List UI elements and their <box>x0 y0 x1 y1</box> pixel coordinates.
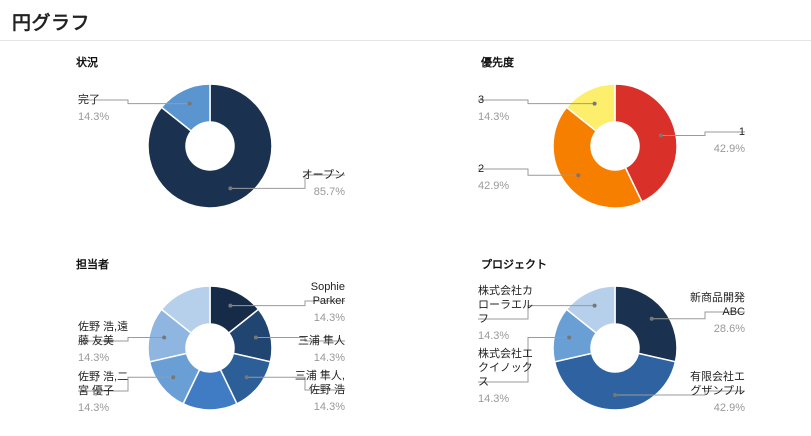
leader-line <box>246 376 345 391</box>
slice-percent: 14.3% <box>78 352 109 364</box>
slice-label-line: 宮 優子 <box>78 383 114 397</box>
chart-title-assignee: 担当者 <box>76 259 109 271</box>
slice-percent: 14.3% <box>478 111 509 123</box>
leader-dot <box>228 303 233 308</box>
donut-chart: 1142.9%2242.9%3314.3% <box>478 83 745 209</box>
chart-title-project: プロジェクト <box>481 259 547 271</box>
slice-label-line: 株式会社エ <box>478 346 533 360</box>
leader-line <box>255 337 345 342</box>
slice-percent: 14.3% <box>478 330 509 342</box>
slice-percent: 14.3% <box>78 402 109 414</box>
leader-dot <box>592 101 597 106</box>
chart-title-status: 状況 <box>76 57 98 69</box>
slice-percent: 85.7% <box>314 186 345 198</box>
slice-label-line: フ <box>478 313 489 325</box>
chart-panel-status: 状況 オープンオープン85.7%完了完了14.3% <box>0 44 405 234</box>
chart-panel-priority: 優先度 1142.9%2242.9%3314.3% <box>405 44 810 234</box>
leader-dot <box>253 335 258 340</box>
slice-percent: 14.3% <box>78 111 109 123</box>
slice-percent: 28.6% <box>714 323 745 335</box>
slice-label-line: 有限会社エ <box>690 369 745 383</box>
slice-percent: 14.3% <box>478 393 509 405</box>
slice-label-line: Parker <box>313 295 346 307</box>
leader-line <box>478 99 595 105</box>
chart-title-priority: 優先度 <box>481 57 514 69</box>
slice-0-1[interactable] <box>160 83 211 133</box>
slice-percent: 42.9% <box>714 143 745 155</box>
leader-line <box>78 376 174 392</box>
page-title: 円グラフ <box>12 13 91 34</box>
slice-1-2[interactable] <box>565 83 616 133</box>
leader-line <box>615 390 745 396</box>
slice-label-line: ス <box>478 376 489 388</box>
slice-0-0[interactable] <box>147 83 273 209</box>
slice-label-line: 1 <box>739 126 745 138</box>
slice-label-line: 藤 友美 <box>78 333 114 347</box>
slice-3-3[interactable] <box>565 285 616 335</box>
slice-label-line: 三浦 隼人, <box>295 368 345 382</box>
leader-dot <box>576 173 581 178</box>
slice-label-line: 佐野 浩,遠 <box>78 319 128 333</box>
leader-dot <box>592 303 597 308</box>
slice-label-line: オープン <box>302 168 345 181</box>
slice-label-line: 三浦 隼人 <box>298 333 345 347</box>
slice-label-line: 株式会社カ <box>478 283 533 297</box>
leader-dot <box>613 393 617 397</box>
leader-dot <box>171 375 176 380</box>
slice-3-1[interactable] <box>553 352 677 411</box>
slice-label-line: 新商品開発 <box>690 290 745 304</box>
leader-dot <box>162 335 167 340</box>
slice-label-line: 2 <box>478 163 484 175</box>
leader-dot <box>187 101 192 106</box>
slice-1-1[interactable] <box>552 106 643 209</box>
slice-1-0[interactable] <box>614 83 678 203</box>
slice-label-line: クイノック <box>478 361 533 374</box>
slice-percent: 14.3% <box>314 312 345 324</box>
leader-line <box>78 337 165 342</box>
leader-line <box>78 99 190 105</box>
leader-line <box>651 311 745 320</box>
leader-dot <box>567 335 572 340</box>
donut-chart: オープンオープン85.7%完了完了14.3% <box>78 83 345 209</box>
leader-dot <box>658 133 663 138</box>
leader-line <box>660 131 745 137</box>
page-header: 円グラフ <box>0 0 811 41</box>
slice-percent: 42.9% <box>714 402 745 414</box>
donut-chart: 新商品開発ABC新商品開発ABC28.6%有限会社エグザンプル有限会社エグザンプ… <box>478 283 745 414</box>
leader-line <box>478 168 579 176</box>
leader-line <box>230 174 345 189</box>
slice-percent: 14.3% <box>314 352 345 364</box>
leader-line <box>478 337 570 383</box>
chart-panel-assignee: 担当者 Sophie ParkerSophieParker14.3%三浦 隼人三… <box>0 246 405 436</box>
slice-3-0[interactable] <box>614 285 678 363</box>
leader-dot <box>244 375 249 380</box>
slice-percent: 14.3% <box>314 401 345 413</box>
leader-line <box>478 305 595 320</box>
chart-panel-project: プロジェクト 新商品開発ABC新商品開発ABC28.6%有限会社エグザンプル有限… <box>405 246 810 436</box>
slice-label-line: 佐野 浩,二 <box>78 369 128 383</box>
leader-dot <box>228 186 233 191</box>
slice-percent: 42.9% <box>478 180 509 192</box>
slice-label-line: ローラエル <box>478 299 533 311</box>
slice-label-line: グザンプル <box>690 383 745 397</box>
slice-label-line: Sophie <box>311 281 345 293</box>
slice-label-line: 佐野 浩 <box>309 382 345 396</box>
slice-label-line: 完了 <box>78 92 100 106</box>
leader-dot <box>649 316 654 321</box>
leader-line <box>230 300 345 307</box>
slice-label-line: 3 <box>478 94 484 106</box>
slice-label-line: ABC <box>722 306 745 318</box>
slice-2-6[interactable] <box>160 285 211 335</box>
donut-chart: Sophie ParkerSophieParker14.3%三浦 隼人三浦 隼人… <box>78 281 346 414</box>
